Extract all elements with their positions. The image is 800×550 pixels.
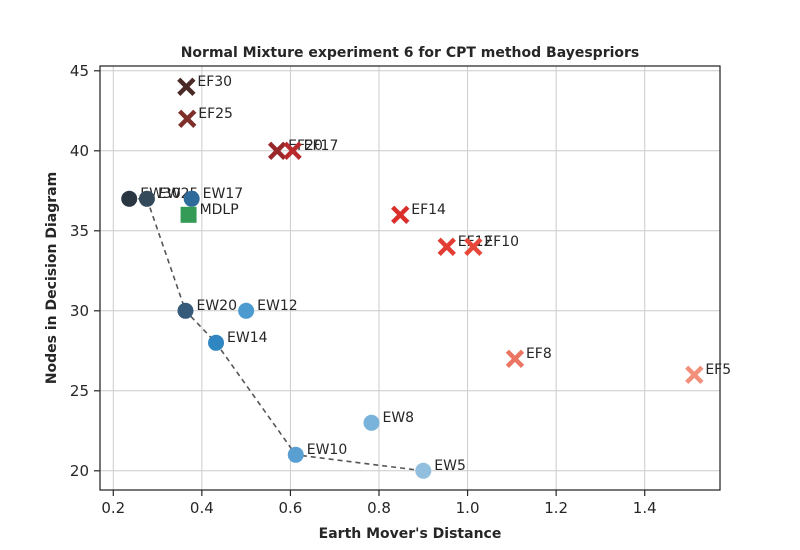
point-ef12 xyxy=(437,237,456,256)
y-tick-label: 25 xyxy=(70,382,89,400)
point-label-ew5: EW5 xyxy=(434,458,466,474)
point-ef25 xyxy=(178,109,197,128)
point-ew25 xyxy=(138,190,155,207)
plot-area-frame xyxy=(99,65,721,491)
point-ew5 xyxy=(415,462,432,479)
x-tick-label: 0.4 xyxy=(190,499,214,517)
point-label-ef12: EF12 xyxy=(458,234,493,250)
point-label-ew17: EW17 xyxy=(203,186,244,202)
point-label-ef5: EF5 xyxy=(705,362,731,378)
point-label-ef14: EF14 xyxy=(411,202,446,218)
point-label-ew10: EW10 xyxy=(307,442,348,458)
x-axis-ticks: 0.2 0.4 0.6 0.8 1.0 1.2 1.4 xyxy=(101,490,657,517)
point-mdlp xyxy=(180,206,197,223)
y-axis-ticks: 20 25 30 35 40 45 xyxy=(70,62,100,480)
point-label-ew8: EW8 xyxy=(382,410,414,426)
y-tick-label: 30 xyxy=(70,302,89,320)
x-tick-label: 1.4 xyxy=(633,499,657,517)
y-tick-label: 45 xyxy=(70,62,89,80)
data-points: EF30EF25EF20EF17EF14EF12EF10EF8EF5EW30EW… xyxy=(121,74,731,479)
x-tick-label: 1.2 xyxy=(544,499,568,517)
point-ew30 xyxy=(121,190,138,207)
point-ef14 xyxy=(391,205,410,224)
y-axis-label: Nodes in Decision Diagram xyxy=(44,172,60,384)
point-ew17 xyxy=(183,190,200,207)
point-ew14 xyxy=(208,334,225,351)
point-ew10 xyxy=(287,446,304,463)
point-label-ef8: EF8 xyxy=(526,346,552,362)
x-tick-label: 0.6 xyxy=(278,499,302,517)
point-label-ew14: EW14 xyxy=(227,330,268,346)
point-ew20 xyxy=(177,302,194,319)
chart-title: Normal Mixture experiment 6 for CPT meth… xyxy=(181,45,640,61)
point-label-ef17: EF17 xyxy=(304,138,339,154)
point-ef10 xyxy=(464,237,483,256)
y-tick-label: 20 xyxy=(70,462,89,480)
point-ef17 xyxy=(283,141,302,160)
point-label-ew12: EW12 xyxy=(257,298,298,314)
point-ef8 xyxy=(505,349,525,368)
point-label-mdlp: MDLP xyxy=(200,202,239,218)
point-ef30 xyxy=(177,77,196,96)
point-ef5 xyxy=(685,365,704,384)
point-ef20 xyxy=(267,141,287,160)
point-label-ef30: EF30 xyxy=(197,74,232,90)
point-label-ew20: EW20 xyxy=(196,298,237,314)
point-label-ef10: EF10 xyxy=(484,234,519,250)
x-tick-label: 0.2 xyxy=(101,499,125,517)
point-label-ef25: EF25 xyxy=(198,106,233,122)
x-tick-label: 1.0 xyxy=(456,499,480,517)
y-tick-label: 40 xyxy=(70,142,89,160)
y-tick-label: 35 xyxy=(70,222,89,240)
point-ew8 xyxy=(363,414,380,431)
grid xyxy=(100,66,720,490)
x-tick-label: 0.8 xyxy=(367,499,391,517)
x-axis-label: Earth Mover's Distance xyxy=(319,526,502,542)
point-ew12 xyxy=(238,302,255,319)
